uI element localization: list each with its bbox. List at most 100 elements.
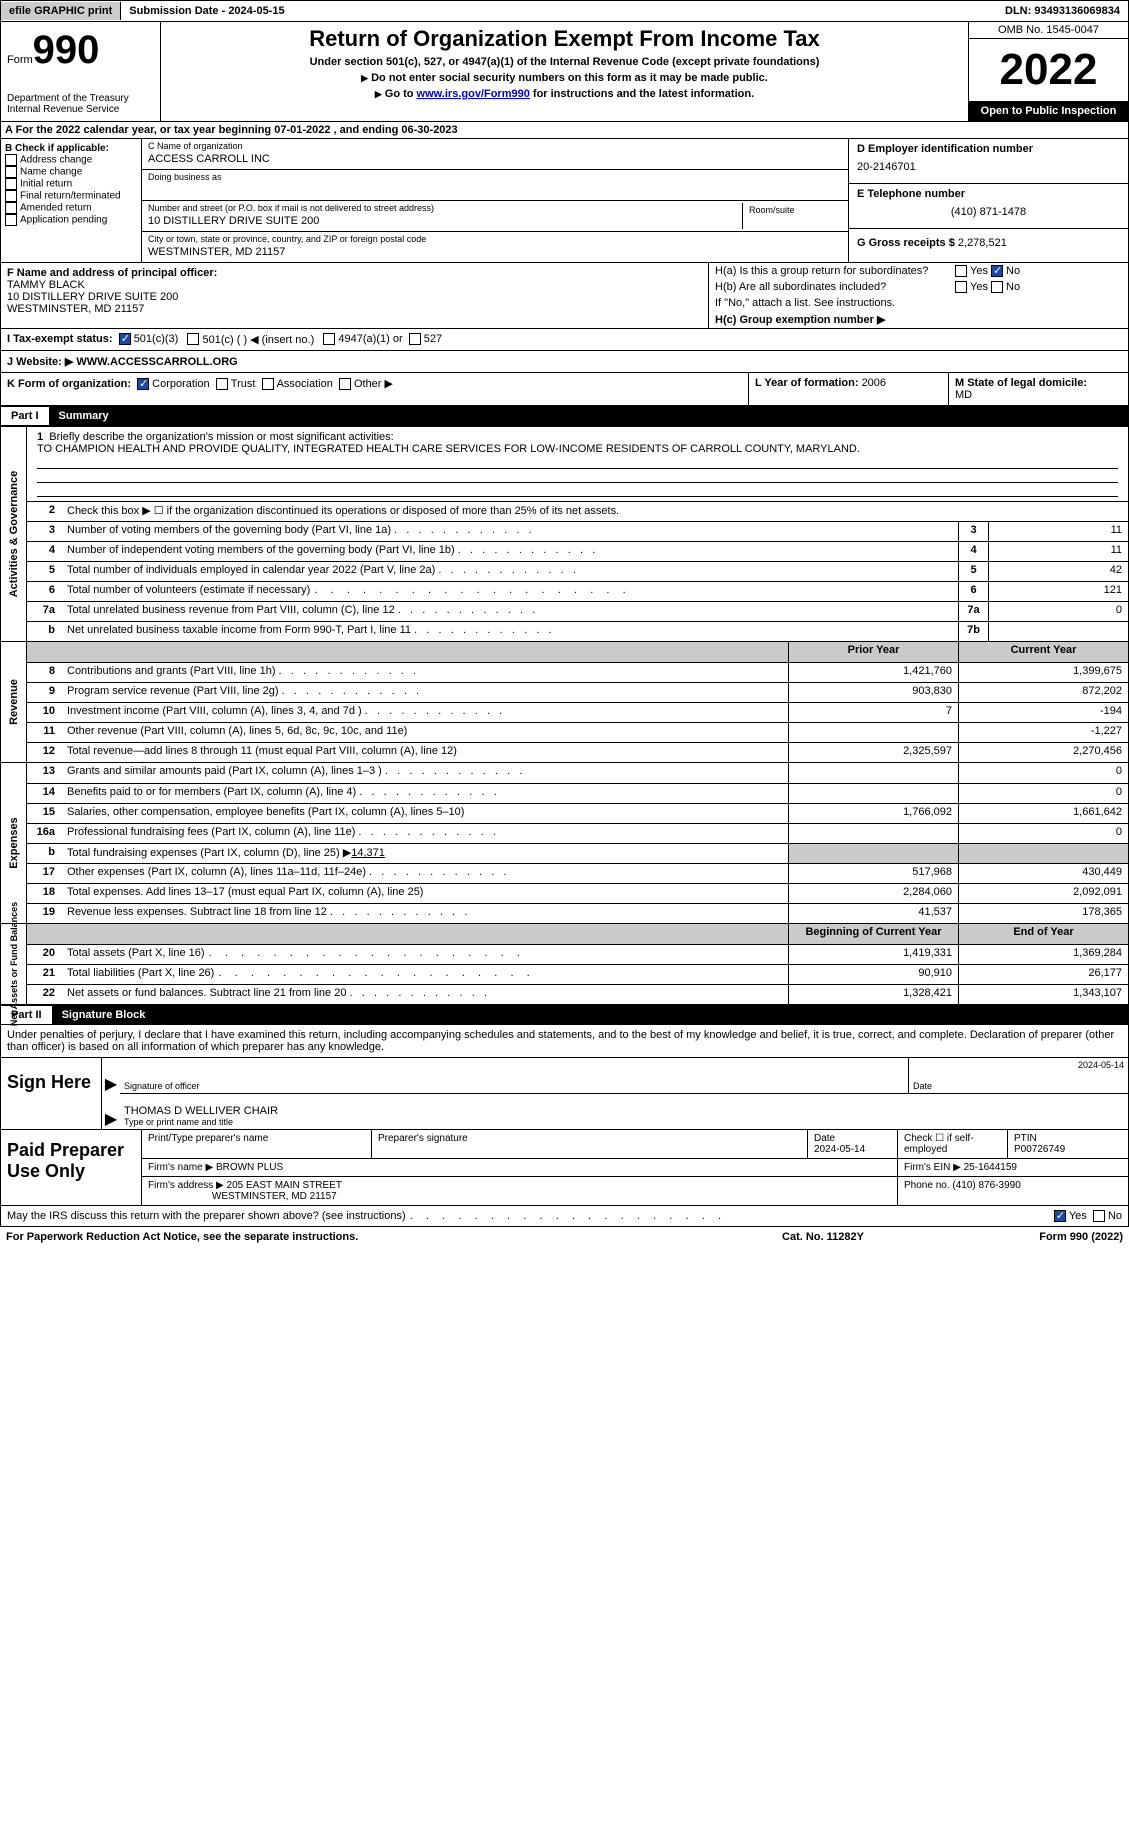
gross-receipts: 2,278,521 <box>958 237 1007 249</box>
address-change-label: Address change <box>20 155 92 166</box>
row-k: K Form of organization: Corporation Trus… <box>0 373 1129 406</box>
501c3-checkbox[interactable] <box>119 333 131 345</box>
open-inspection: Open to Public Inspection <box>969 101 1128 121</box>
may-yes-label: Yes <box>1069 1210 1087 1222</box>
firm-addr1: 205 EAST MAIN STREET <box>227 1180 342 1191</box>
may-discuss: May the IRS discuss this return with the… <box>7 1210 406 1222</box>
hb-label: H(b) Are all subordinates included? <box>715 281 955 293</box>
c18: 2,092,091 <box>958 884 1128 903</box>
4947-checkbox[interactable] <box>323 333 335 345</box>
assoc-checkbox[interactable] <box>262 378 274 390</box>
form-header: Form990 Department of the Treasury Inter… <box>0 22 1129 122</box>
hb-yes-checkbox[interactable] <box>955 281 967 293</box>
firm-ein: 25-1644159 <box>964 1162 1017 1173</box>
part2-title: Signature Block <box>52 1006 156 1024</box>
firm-addr-label: Firm's address ▶ <box>148 1180 227 1191</box>
tax-year: 2022 <box>969 39 1128 101</box>
501c-label: 501(c) ( ) ◀ (insert no.) <box>202 333 314 346</box>
net-assets-section: Net Assets or Fund Balances Beginning of… <box>0 924 1129 1005</box>
revenue-section: Revenue Prior YearCurrent Year 8Contribu… <box>0 642 1129 763</box>
l20: Total assets (Part X, line 16) <box>67 947 205 959</box>
tax-year-begin: 07-01-2022 <box>274 124 330 136</box>
l15: Salaries, other compensation, employee b… <box>67 806 464 818</box>
may-no-checkbox[interactable] <box>1093 1210 1105 1222</box>
b-header: B Check if applicable: <box>5 143 137 154</box>
corp-checkbox[interactable] <box>137 378 149 390</box>
527-checkbox[interactable] <box>409 333 421 345</box>
paid-preparer-label: Paid Preparer Use Only <box>1 1130 141 1205</box>
l6: Total number of volunteers (estimate if … <box>67 584 310 596</box>
l16b-val: 14,371 <box>351 847 385 859</box>
p18: 2,284,060 <box>788 884 958 903</box>
may-yes-checkbox[interactable] <box>1054 1210 1066 1222</box>
dln: DLN: 93493136069834 <box>997 2 1128 20</box>
hb-no-checkbox[interactable] <box>991 281 1003 293</box>
v5: 42 <box>988 562 1128 581</box>
submission-date: Submission Date - 2024-05-15 <box>121 2 292 20</box>
city-label: City or town, state or province, country… <box>148 234 842 244</box>
form-word: Form <box>7 54 33 66</box>
address-change-checkbox[interactable] <box>5 154 17 166</box>
p8: 1,421,760 <box>788 663 958 682</box>
hc-label: H(c) Group exemption number ▶ <box>715 313 885 326</box>
other-checkbox[interactable] <box>339 378 351 390</box>
sig-arrow-icon: ▶ <box>102 1058 120 1094</box>
street: 10 DISTILLERY DRIVE SUITE 200 <box>148 213 742 229</box>
part2-header: Part II Signature Block <box>0 1005 1129 1025</box>
l16b-pre: Total fundraising expenses (Part IX, col… <box>67 847 351 859</box>
v4: 11 <box>988 542 1128 561</box>
prep-name-label: Print/Type preparer's name <box>142 1130 372 1158</box>
ha-no-checkbox[interactable] <box>991 265 1003 277</box>
officer-addr1: 10 DISTILLERY DRIVE SUITE 200 <box>7 291 702 303</box>
website: WWW.ACCESSCARROLL.ORG <box>76 356 237 368</box>
trust-checkbox[interactable] <box>216 378 228 390</box>
p11 <box>788 723 958 742</box>
amended-return-checkbox[interactable] <box>5 202 17 214</box>
501c-checkbox[interactable] <box>187 333 199 345</box>
part1-header: Part I Summary <box>0 406 1129 426</box>
p16a <box>788 824 958 843</box>
row-fh: F Name and address of principal officer:… <box>0 263 1129 329</box>
c22: 1,343,107 <box>958 985 1128 1004</box>
c17: 430,449 <box>958 864 1128 883</box>
irs-link[interactable]: www.irs.gov/Form990 <box>417 88 530 100</box>
org-name-label: C Name of organization <box>148 141 842 151</box>
vtab-netassets: Net Assets or Fund Balances <box>9 902 19 1026</box>
c16a: 0 <box>958 824 1128 843</box>
ha-yes-checkbox[interactable] <box>955 265 967 277</box>
amended-return-label: Amended return <box>20 203 92 214</box>
final-return-checkbox[interactable] <box>5 190 17 202</box>
corp-label: Corporation <box>152 378 209 390</box>
l3: Number of voting members of the governin… <box>67 524 391 536</box>
efile-print-button[interactable]: efile GRAPHIC print <box>1 2 121 20</box>
l21: Total liabilities (Part X, line 26) <box>67 967 214 979</box>
p15: 1,766,092 <box>788 804 958 823</box>
goto-post: for instructions and the latest informat… <box>530 88 754 100</box>
application-pending-checkbox[interactable] <box>5 214 17 226</box>
l7b: Net unrelated business taxable income fr… <box>67 624 411 636</box>
l22: Net assets or fund balances. Subtract li… <box>67 987 346 999</box>
firm-phone-label: Phone no. <box>904 1180 952 1191</box>
l17: Other expenses (Part IX, column (A), lin… <box>67 866 366 878</box>
c10: -194 <box>958 703 1128 722</box>
may-discuss-row: May the IRS discuss this return with the… <box>0 1206 1129 1227</box>
endbal-hdr: End of Year <box>958 924 1128 944</box>
prep-date: 2024-05-14 <box>814 1144 865 1155</box>
form-ref: Form 990 (2022) <box>923 1231 1123 1243</box>
l14: Benefits paid to or for members (Part IX… <box>67 786 356 798</box>
ha-label: H(a) Is this a group return for subordin… <box>715 265 955 277</box>
firm-ein-label: Firm's EIN ▶ <box>904 1162 964 1173</box>
p14 <box>788 784 958 803</box>
l8: Contributions and grants (Part VIII, lin… <box>67 665 276 677</box>
initial-return-checkbox[interactable] <box>5 178 17 190</box>
goto-pre: Go to <box>385 88 417 100</box>
name-change-checkbox[interactable] <box>5 166 17 178</box>
line-a: A For the 2022 calendar year, or tax yea… <box>0 122 1129 139</box>
officer-printed-name: THOMAS D WELLIVER CHAIR <box>124 1105 1124 1117</box>
row-i: I Tax-exempt status: 501(c)(3) 501(c) ( … <box>0 329 1129 351</box>
c21: 26,177 <box>958 965 1128 984</box>
topbar: efile GRAPHIC print Submission Date - 20… <box>0 0 1129 22</box>
l7a: Total unrelated business revenue from Pa… <box>67 604 395 616</box>
ptin: P00726749 <box>1014 1144 1065 1155</box>
hb-yes-label: Yes <box>970 281 988 293</box>
